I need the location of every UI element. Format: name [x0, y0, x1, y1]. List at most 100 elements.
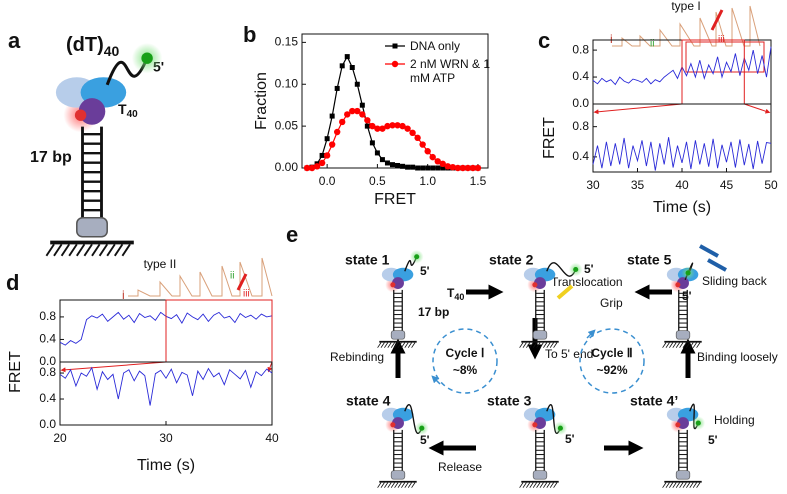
surface-hatch	[387, 342, 392, 348]
y-tick-label: 0.4	[572, 69, 589, 83]
dye	[695, 420, 701, 426]
marker	[394, 122, 401, 129]
marker	[303, 164, 311, 172]
molecule	[519, 403, 568, 488]
motion-arrow	[556, 284, 574, 300]
panel-label: a	[8, 28, 21, 53]
surface-hatch	[394, 482, 399, 488]
y-tick-label: 0.8	[572, 42, 589, 56]
dye	[675, 282, 681, 288]
legend-marker	[392, 43, 398, 49]
marker	[425, 165, 431, 171]
surface-hatch	[553, 342, 558, 348]
dye	[390, 422, 396, 428]
marker	[415, 165, 421, 171]
duplex-label: 17 bp	[418, 305, 449, 319]
anchor	[532, 470, 548, 480]
series-line	[59, 366, 273, 406]
marker	[474, 164, 482, 172]
cycle-share: ~8%	[453, 363, 478, 377]
surface-hatch	[529, 482, 534, 488]
dye	[74, 109, 87, 121]
end-label: 5'	[584, 262, 594, 276]
inset-step: ii	[230, 271, 234, 282]
y-tick-label: 0.0	[39, 354, 56, 368]
marker	[434, 158, 441, 165]
marker	[469, 164, 477, 172]
dye	[685, 270, 691, 276]
surface-hatch	[686, 342, 691, 348]
surface-hatch	[696, 342, 701, 348]
strand	[105, 57, 149, 86]
plot-frame	[59, 361, 273, 426]
series-line	[307, 110, 478, 169]
end-label: 5'	[420, 264, 430, 278]
end-label: 5'	[420, 433, 430, 447]
panel-label: c	[538, 28, 550, 53]
strand-label: T40	[118, 101, 138, 120]
dye	[573, 266, 579, 273]
surface-hatch	[546, 482, 551, 488]
marker	[344, 54, 350, 60]
inset-highlight	[710, 9, 724, 31]
marker	[334, 85, 340, 91]
marker	[454, 164, 462, 172]
transition-label: Rebinding	[330, 350, 384, 364]
marker	[319, 152, 325, 158]
series-line	[592, 137, 772, 171]
y-tick-label: 0.05	[275, 118, 299, 132]
surface-hatch	[536, 342, 541, 348]
state-label: state 1	[345, 252, 390, 268]
strand-text: T	[118, 101, 127, 117]
y-tick-label: 0.0	[572, 96, 589, 110]
panel-label: d	[6, 270, 19, 295]
marker	[344, 111, 351, 118]
x-tick-label: 0.0	[319, 174, 336, 188]
state-label: state 4’	[630, 393, 678, 409]
marker	[349, 107, 356, 115]
y-axis-title: Fraction	[253, 72, 270, 130]
surface-hatch	[387, 482, 392, 488]
cycle-circle	[579, 328, 645, 394]
molecule	[377, 403, 429, 488]
inset-title: type II	[144, 257, 177, 271]
inset-title: type I	[671, 0, 700, 13]
marker	[384, 122, 391, 130]
strand-subscript: 40	[127, 109, 139, 120]
surface-hatch	[549, 342, 554, 348]
inset-highlight	[236, 273, 248, 291]
surface-hatch	[526, 342, 531, 348]
transition-label: To 5' end	[545, 347, 593, 361]
transition-label: Grip	[600, 296, 623, 310]
dye	[532, 282, 538, 288]
surface-hatch	[536, 482, 541, 488]
surface-hatch	[669, 482, 674, 488]
surface-hatch	[682, 342, 687, 348]
motion-arrow	[707, 258, 727, 272]
surface-hatch	[519, 342, 524, 348]
molecules	[45, 42, 706, 488]
surface-hatch	[662, 342, 667, 348]
surface-hatch	[692, 342, 697, 348]
molecule	[45, 42, 163, 257]
cycle-arrow	[586, 329, 596, 339]
surface-hatch	[519, 482, 524, 488]
strand-subscript: 40	[454, 292, 464, 302]
molecule	[519, 262, 583, 348]
marker	[364, 117, 371, 124]
marker	[379, 125, 386, 132]
x-tick-label: 1.0	[419, 174, 436, 188]
surface-hatch	[397, 482, 402, 488]
anchor	[532, 330, 548, 340]
surface-hatch	[53, 243, 63, 257]
cycle-name: Cycle Ⅱ	[591, 346, 632, 360]
anchor	[390, 330, 406, 340]
panel-label: e	[286, 222, 298, 247]
surface-hatch	[686, 482, 691, 488]
transition-label: Translocation	[551, 275, 623, 289]
y-tick-label: 0.4	[572, 149, 589, 163]
marker	[339, 118, 346, 126]
y-tick-label: 0.00	[275, 160, 299, 174]
state-label: state 5	[627, 252, 672, 268]
inset-step: iii	[243, 289, 250, 300]
